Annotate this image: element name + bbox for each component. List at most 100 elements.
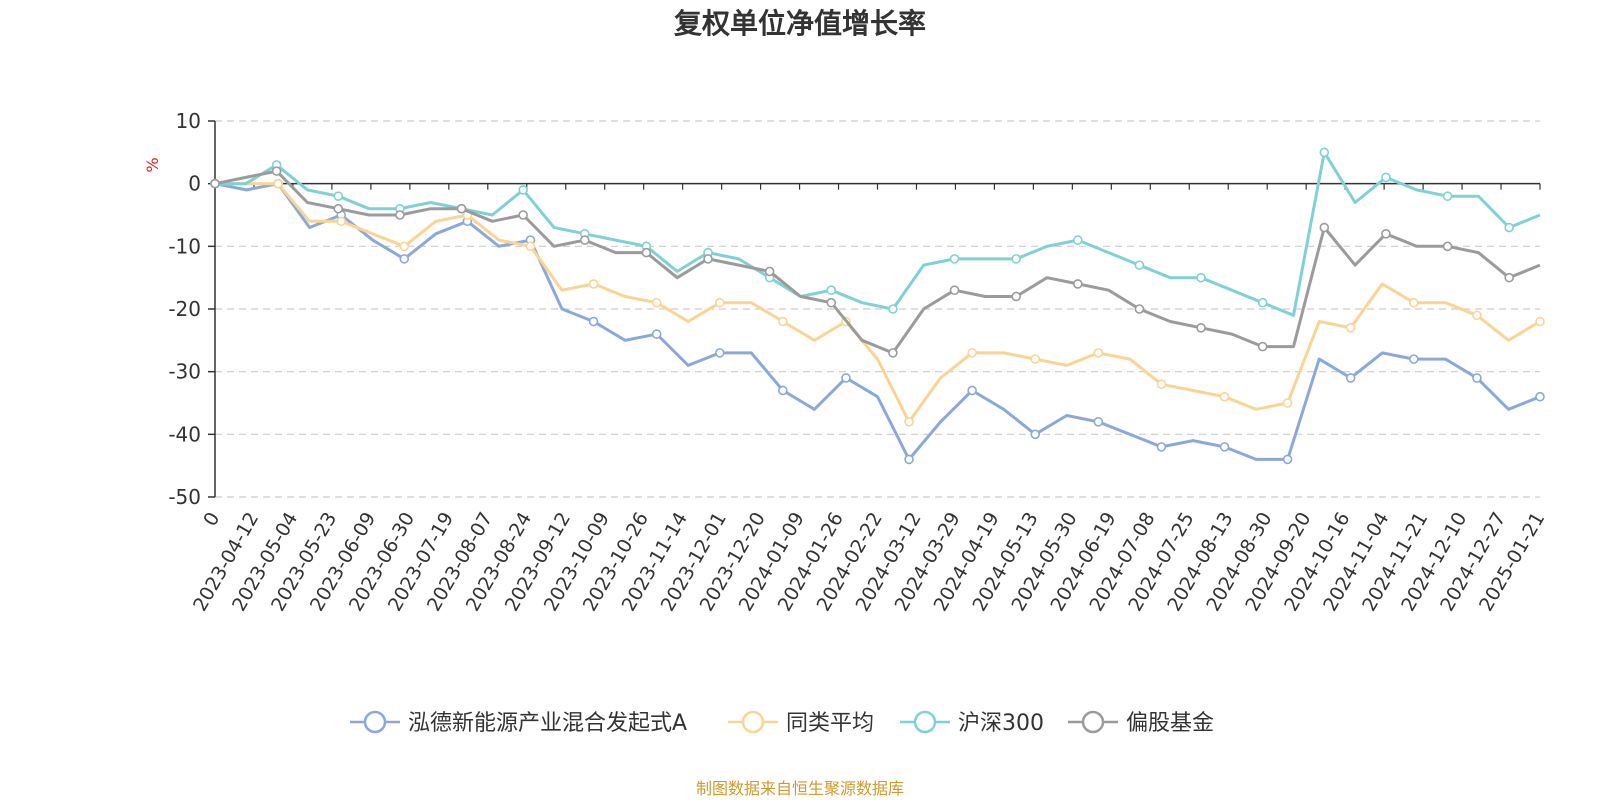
data-point [1011, 291, 1021, 302]
legend-item[interactable]: 泓德新能源产业混合发起式A [350, 710, 687, 736]
series-lines [210, 147, 1545, 465]
grid [215, 120, 1540, 498]
x-tick-label: 0 [199, 509, 224, 530]
data-point [1134, 304, 1145, 314]
data-point [1011, 254, 1021, 264]
data-point [1319, 147, 1330, 158]
data-point [651, 297, 662, 308]
data-point [1156, 442, 1167, 452]
data-point [703, 254, 713, 264]
data-point [1072, 279, 1083, 289]
data-point [1156, 379, 1167, 390]
data-point [1072, 235, 1083, 245]
data-point [949, 285, 960, 296]
data-point [967, 385, 977, 396]
data-point [641, 247, 652, 258]
data-point [1472, 373, 1482, 383]
data-point [1345, 373, 1356, 383]
data-point [714, 348, 725, 358]
y-tick-label: 0 [188, 172, 201, 196]
legend-label: 泓德新能源产业混合发起式A [408, 711, 687, 736]
x-axis: 02023-04-122023-05-042023-05-232023-06-0… [189, 182, 1549, 615]
data-point [778, 385, 788, 396]
data-point [1472, 310, 1482, 321]
y-tick-label: -40 [168, 422, 201, 446]
data-point [714, 297, 725, 308]
data-point [1219, 391, 1230, 402]
chart-title: 复权单位净值增长率 [674, 7, 926, 40]
data-point [210, 178, 220, 189]
data-point [1381, 229, 1391, 239]
y-tick-label: 10 [176, 109, 201, 133]
data-point [1134, 260, 1145, 270]
legend-marker [363, 710, 387, 734]
data-point [841, 373, 851, 383]
data-point [826, 285, 837, 296]
data-point [1319, 222, 1330, 233]
data-point [525, 241, 536, 252]
data-point [1409, 297, 1419, 308]
legend-marker [913, 710, 937, 734]
series-1 [210, 178, 1545, 465]
legend-label: 同类平均 [786, 711, 874, 736]
data-point [1535, 391, 1545, 402]
legend-marker [1081, 710, 1105, 734]
data-point [1535, 316, 1545, 327]
data-point [333, 203, 344, 214]
data-point [336, 216, 346, 227]
series-4 [210, 166, 1541, 358]
data-point [333, 191, 344, 201]
data-point [778, 316, 788, 327]
source-note: 制图数据来自恒生聚源数据库 [696, 779, 904, 798]
data-point [1196, 322, 1206, 333]
data-point [888, 304, 898, 314]
y-tick-label: -10 [168, 234, 201, 258]
data-point [1504, 222, 1514, 233]
y-tick-label: -30 [168, 360, 201, 384]
y-tick-label: -20 [168, 297, 201, 321]
legend-item[interactable]: 偏股基金 [1068, 710, 1214, 736]
data-point [651, 329, 662, 339]
data-point [395, 210, 405, 220]
data-point [1345, 322, 1356, 333]
series-3 [210, 147, 1541, 317]
data-point [1219, 442, 1230, 452]
data-point [949, 254, 960, 264]
data-point [764, 266, 775, 277]
data-point [579, 235, 590, 245]
legend: 泓德新能源产业混合发起式A 同类平均 沪深300 偏股基金 [350, 710, 1214, 736]
data-point [967, 348, 977, 358]
series-line [214, 182, 1541, 461]
legend-item[interactable]: 沪深300 [900, 710, 1044, 736]
data-point [888, 348, 898, 358]
data-point [588, 279, 599, 289]
data-point [1409, 354, 1419, 364]
series-line [215, 150, 1541, 317]
data-point [518, 210, 528, 220]
data-point [456, 203, 467, 214]
legend-item[interactable]: 同类平均 [728, 710, 874, 736]
y-tick-label: -50 [168, 485, 201, 509]
data-point [1093, 348, 1104, 358]
data-point [271, 166, 282, 176]
data-point [1442, 241, 1453, 252]
data-point [1030, 429, 1041, 440]
data-point [1257, 341, 1268, 352]
data-point [588, 316, 599, 327]
data-point [1030, 354, 1041, 364]
legend-marker [741, 710, 765, 734]
data-point [826, 297, 837, 308]
data-point [904, 454, 914, 465]
legend-label: 偏股基金 [1126, 711, 1214, 736]
data-point [1282, 398, 1293, 408]
data-point [273, 178, 283, 189]
data-point [1381, 172, 1391, 183]
data-point [904, 416, 914, 427]
data-point [1442, 191, 1453, 201]
data-point [1093, 416, 1104, 427]
data-point [1282, 454, 1293, 465]
series-2 [210, 178, 1545, 427]
data-point [518, 185, 528, 195]
series-line [215, 182, 1541, 424]
